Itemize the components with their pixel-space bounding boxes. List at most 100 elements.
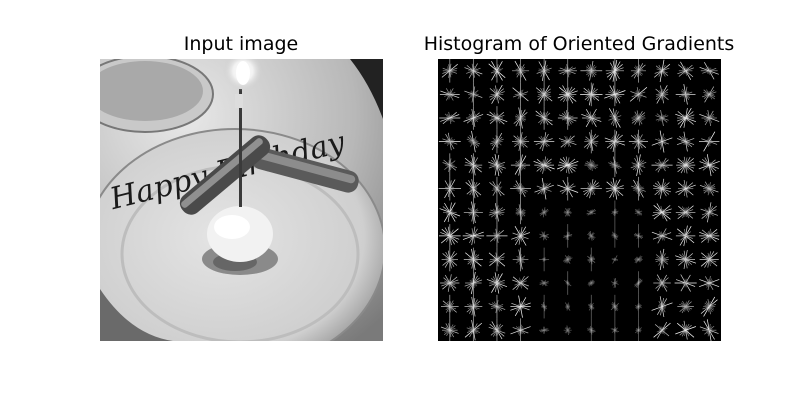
hog-cell: [675, 108, 697, 128]
hog-cell: [533, 156, 555, 174]
hog-cell: [439, 224, 461, 248]
hog-cell: [486, 106, 508, 130]
hog-cell: [580, 60, 603, 81]
hog-cell: [700, 202, 719, 223]
hog-cell: [558, 59, 577, 83]
hog-cell: [486, 272, 508, 294]
hog-title: Histogram of Oriented Gradients: [423, 33, 735, 55]
hog-cell: [534, 177, 554, 200]
hog-cell: [557, 176, 579, 201]
hog-cell: [628, 129, 648, 154]
hog-cell: [441, 294, 459, 319]
hog-cell: [634, 208, 643, 216]
hog-cell: [464, 153, 483, 177]
hog-cell: [562, 255, 573, 264]
hog-cell: [563, 224, 573, 248]
hog-cell: [629, 87, 648, 102]
hog-cell: [558, 135, 577, 148]
hog-cell: [463, 200, 483, 225]
input-image-title: Input image: [183, 33, 299, 55]
hog-cell: [608, 108, 622, 128]
hog-cell: [556, 156, 579, 174]
hog-cells: [438, 59, 720, 341]
hog-cell: [581, 108, 602, 128]
hog-cell: [701, 86, 717, 103]
hog-cell: [651, 130, 673, 153]
hog-cell: [489, 176, 505, 201]
hog-cell: [564, 302, 571, 311]
hog-cell: [557, 82, 578, 107]
hog-cell: [440, 318, 459, 341]
hog-cell: [651, 157, 673, 173]
hog-cell: [462, 226, 485, 246]
hog-cell: [488, 294, 506, 319]
hog-cell: [515, 200, 526, 225]
hog-cell: [512, 129, 530, 154]
hog-cell: [651, 296, 673, 318]
hog-cell: [699, 181, 719, 196]
hog-cell: [533, 132, 555, 151]
birthday-dessert-photo: Happy Birthday: [100, 59, 383, 341]
hog-cell: [539, 207, 549, 218]
hog-cell: [611, 255, 619, 264]
hog-cell: [698, 154, 720, 177]
hog-cell: [513, 106, 528, 130]
hog-cell: [464, 294, 483, 319]
hog-cell: [587, 247, 596, 272]
hog-cell: [699, 228, 720, 243]
hog-cell: [463, 247, 483, 272]
hog-cell: [465, 176, 482, 201]
hog-cell: [539, 326, 550, 334]
hog-cell: [674, 274, 697, 292]
hog-cell: [653, 274, 671, 292]
hog-cell: [699, 62, 719, 80]
hog-cell: [611, 200, 619, 225]
hog-cell: [441, 59, 458, 83]
hog-cell: [488, 247, 506, 272]
hog-cell: [441, 247, 458, 272]
hog-cell: [486, 224, 508, 248]
hog-cell: [510, 176, 531, 201]
hog-cell: [605, 177, 624, 200]
hog-cell: [604, 82, 626, 107]
hog-cell: [511, 226, 531, 246]
hog-cell: [630, 154, 647, 176]
hog-cell: [512, 247, 529, 272]
hog-cell: [652, 203, 672, 222]
hog-cell: [587, 279, 596, 287]
hog-cell: [584, 159, 599, 171]
hog-cell: [539, 231, 550, 241]
hog-cell: [439, 202, 461, 223]
hog-cell: [535, 82, 553, 107]
hog-cell: [611, 224, 619, 248]
hog-cell: [580, 179, 602, 199]
hog-cell: [631, 110, 646, 126]
hog-cell: [490, 129, 504, 154]
hog-cell: [583, 129, 599, 154]
hog-cell: [438, 176, 461, 201]
hog-cell: [466, 130, 481, 153]
hog-cell: [488, 59, 506, 83]
hog-cell: [675, 225, 696, 247]
hog-cell: [630, 59, 646, 83]
hog-cell: [464, 318, 483, 341]
spring-rolls: [179, 135, 359, 215]
hog-cell: [464, 82, 483, 107]
hog-cell: [676, 131, 695, 152]
hog-cell: [439, 88, 460, 101]
hog-cell: [634, 271, 643, 295]
hog-cell: [438, 132, 461, 151]
hog-cell: [634, 255, 643, 264]
hog-cell: [540, 294, 548, 319]
hog-cell: [586, 209, 597, 216]
hog-cell: [489, 84, 505, 104]
hog-cell: [580, 82, 603, 107]
hog-cell: [698, 276, 720, 291]
hog-cell: [539, 247, 550, 272]
hog-cell: [610, 278, 619, 288]
hog-cell: [488, 154, 506, 177]
hog-cell: [653, 59, 671, 82]
hog-cell: [464, 59, 483, 83]
hog-cell: [557, 106, 578, 130]
hog-cell: [699, 109, 720, 126]
